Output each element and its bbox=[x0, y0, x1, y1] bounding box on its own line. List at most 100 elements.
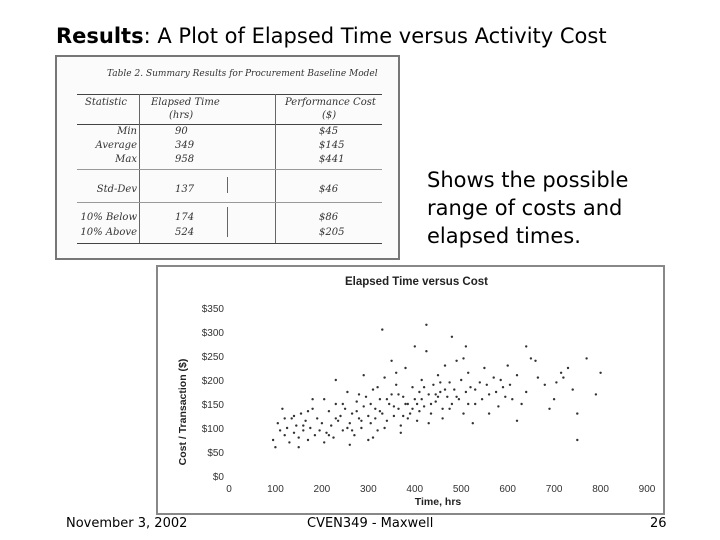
data-point bbox=[360, 426, 363, 430]
data-point bbox=[311, 398, 314, 401]
data-point bbox=[304, 419, 307, 422]
table-row-stat: Std-Dev bbox=[96, 184, 137, 195]
data-point bbox=[462, 412, 465, 415]
data-point bbox=[306, 410, 310, 413]
footer-date: November 3, 2002 bbox=[66, 516, 188, 531]
data-point bbox=[515, 374, 519, 377]
data-point bbox=[566, 366, 570, 370]
y-tick-label: $200 bbox=[202, 376, 225, 387]
data-point bbox=[274, 446, 277, 449]
table-row-elapsed: 90 bbox=[175, 126, 188, 137]
data-point bbox=[422, 405, 426, 408]
data-point bbox=[360, 419, 363, 422]
data-point bbox=[439, 390, 442, 394]
data-point bbox=[525, 390, 528, 394]
data-point bbox=[492, 376, 495, 379]
data-point bbox=[390, 393, 393, 396]
data-point bbox=[381, 328, 384, 331]
data-point bbox=[285, 426, 289, 430]
data-point bbox=[460, 378, 463, 382]
data-point bbox=[283, 434, 286, 437]
data-point bbox=[297, 446, 300, 449]
y-tick-label: $50 bbox=[207, 448, 224, 459]
data-point bbox=[334, 402, 337, 406]
table-row-stat: Average bbox=[95, 140, 137, 151]
table-row-stat: 10% Above bbox=[80, 227, 137, 238]
table-row-cost: $46 bbox=[319, 184, 339, 195]
data-point bbox=[404, 402, 407, 406]
data-point bbox=[469, 386, 472, 389]
data-point bbox=[374, 417, 377, 420]
table-row-stat: Max bbox=[115, 154, 137, 165]
data-point bbox=[306, 438, 310, 442]
data-point bbox=[429, 412, 433, 415]
table-mid-rule bbox=[77, 202, 382, 203]
data-point bbox=[432, 383, 435, 386]
data-point bbox=[441, 417, 444, 420]
data-point bbox=[576, 412, 579, 415]
data-point bbox=[404, 366, 407, 370]
data-point bbox=[295, 424, 298, 427]
data-point bbox=[348, 443, 351, 446]
data-point bbox=[453, 388, 456, 391]
header-statistic: Statistic bbox=[85, 97, 127, 108]
data-point bbox=[348, 422, 351, 425]
data-point bbox=[388, 402, 391, 406]
y-tick-label: $0 bbox=[213, 472, 225, 483]
data-point bbox=[385, 398, 389, 401]
header-cost-line1: Performance Cost bbox=[285, 97, 376, 108]
data-point bbox=[385, 419, 389, 422]
header-elapsed-line2: (hrs) bbox=[169, 110, 194, 121]
table-divider bbox=[227, 207, 228, 237]
data-point bbox=[283, 417, 286, 420]
data-point bbox=[594, 393, 598, 396]
data-point bbox=[497, 405, 500, 408]
data-point bbox=[392, 414, 396, 418]
data-point bbox=[276, 422, 279, 425]
data-point bbox=[552, 398, 556, 401]
data-point bbox=[332, 436, 335, 439]
data-point bbox=[302, 424, 305, 427]
data-point bbox=[364, 395, 368, 398]
data-point bbox=[378, 398, 382, 401]
data-point bbox=[395, 383, 398, 386]
y-tick-label: $150 bbox=[202, 400, 225, 411]
y-tick-label: $250 bbox=[202, 352, 225, 363]
data-point bbox=[501, 386, 505, 389]
data-point bbox=[376, 429, 379, 432]
data-point bbox=[323, 441, 326, 444]
table-row-cost: $205 bbox=[319, 227, 345, 238]
data-point bbox=[418, 410, 421, 413]
data-point bbox=[474, 402, 477, 406]
data-point bbox=[327, 434, 331, 437]
data-point bbox=[548, 407, 551, 410]
data-point bbox=[397, 407, 400, 410]
data-point bbox=[446, 395, 449, 398]
data-point bbox=[504, 395, 507, 398]
slide-title: Results: A Plot of Elapsed Time versus A… bbox=[56, 24, 607, 48]
data-point bbox=[480, 398, 484, 401]
data-point bbox=[288, 441, 291, 444]
data-point bbox=[357, 393, 361, 396]
data-point bbox=[448, 407, 451, 410]
data-point bbox=[455, 395, 458, 398]
data-point bbox=[420, 398, 423, 401]
data-point bbox=[485, 383, 488, 386]
data-point bbox=[339, 414, 342, 418]
data-point bbox=[427, 422, 430, 425]
table-caption: Table 2. Summary Results for Procurement… bbox=[107, 69, 378, 79]
data-point bbox=[555, 381, 558, 384]
table-header-rule bbox=[77, 124, 382, 125]
chart-title: Elapsed Time versus Cost bbox=[345, 276, 488, 288]
scatter-chart: Elapsed Time versus Cost Cost / Transact… bbox=[156, 265, 665, 515]
data-point bbox=[436, 395, 440, 398]
data-point bbox=[362, 405, 365, 408]
data-point bbox=[478, 381, 481, 384]
data-point bbox=[369, 422, 372, 425]
data-point bbox=[399, 431, 402, 434]
data-point bbox=[450, 402, 454, 406]
data-point bbox=[402, 395, 405, 398]
table-row-stat: Min bbox=[117, 126, 137, 137]
header-cost-line2: ($) bbox=[322, 110, 337, 121]
data-point bbox=[443, 364, 447, 367]
